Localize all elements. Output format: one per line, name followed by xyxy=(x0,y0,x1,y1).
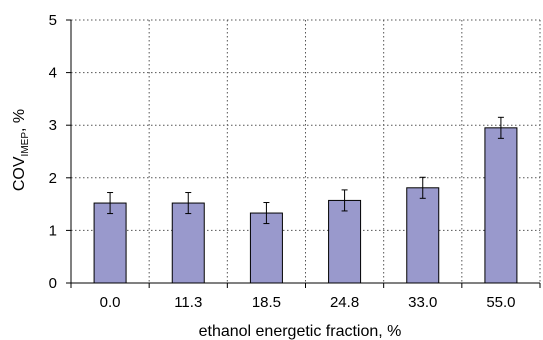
x-tick-label-0.0: 0.0 xyxy=(100,294,121,311)
error-bar-11.3 xyxy=(185,192,192,215)
x-tick-label-33.0: 33.0 xyxy=(408,294,437,311)
y-tick-label-3: 3 xyxy=(49,117,57,134)
y-tick-label-5: 5 xyxy=(49,12,57,29)
error-bar-33.0 xyxy=(419,176,426,199)
x-tick-labels: 0.0 11.3 18.5 24.8 33.0 55.0 xyxy=(100,294,516,311)
y-tick-labels: 0 1 2 3 4 5 xyxy=(49,12,57,292)
x-tick-label-18.5: 18.5 xyxy=(252,294,281,311)
y-axis-label: COVIMEP, % xyxy=(11,109,31,191)
error-bar-18.5 xyxy=(263,202,270,225)
grid-lines xyxy=(71,19,541,283)
x-axis-label: ethanol energetic fraction, % xyxy=(199,323,402,340)
bar-55.0 xyxy=(484,127,518,284)
y-tick-label-4: 4 xyxy=(49,65,57,82)
bar-0.0 xyxy=(93,202,127,284)
error-bar-0.0 xyxy=(107,192,114,215)
bar-24.8 xyxy=(328,199,362,284)
bar-11.3 xyxy=(171,202,205,284)
error-bar-24.8 xyxy=(341,189,348,212)
y-tick-label-2: 2 xyxy=(49,170,57,187)
x-tick-label-11.3: 11.3 xyxy=(174,294,202,311)
x-tick-label-24.8: 24.8 xyxy=(330,294,359,311)
error-bars-group xyxy=(107,116,504,225)
bar-33.0 xyxy=(406,187,440,284)
error-bar-55.0 xyxy=(497,116,504,139)
y-tick-label-1: 1 xyxy=(49,222,57,239)
axes xyxy=(66,19,541,288)
y-tick-label-0: 0 xyxy=(49,275,57,292)
x-tick-label-55.0: 55.0 xyxy=(486,294,515,311)
